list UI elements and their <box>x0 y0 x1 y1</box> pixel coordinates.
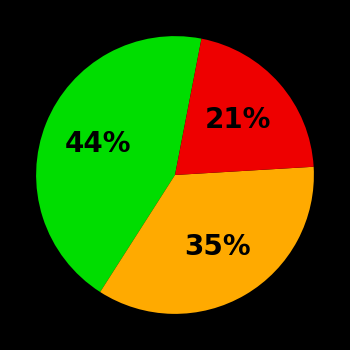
Text: 35%: 35% <box>184 233 251 261</box>
Text: 44%: 44% <box>64 130 131 158</box>
Wedge shape <box>100 167 314 314</box>
Wedge shape <box>175 38 314 175</box>
Text: 21%: 21% <box>204 106 271 134</box>
Wedge shape <box>36 36 202 292</box>
